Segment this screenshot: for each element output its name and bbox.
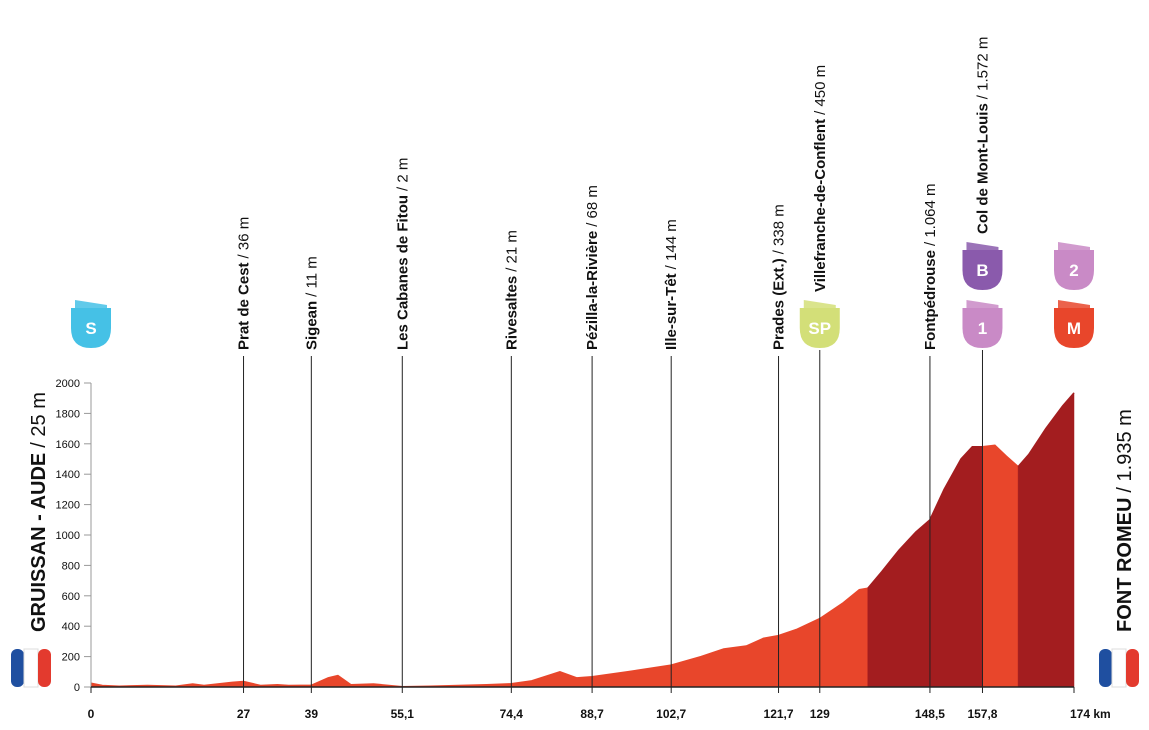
x-tick-label: 102,7 bbox=[656, 707, 686, 721]
waypoint-label: Prat de Cest / 36 m bbox=[236, 217, 253, 350]
y-tick-label: 200 bbox=[62, 652, 80, 664]
badge-tab bbox=[1058, 242, 1090, 250]
area-fill bbox=[982, 445, 1019, 688]
waypoint-elevation: / 338 m bbox=[771, 204, 788, 254]
start-label: GRUISSAN - AUDE / 25 m bbox=[28, 392, 50, 632]
waypoint-name: Les Cabanes de Fitou bbox=[394, 195, 411, 350]
badge-label: B bbox=[976, 261, 988, 280]
y-tick-label: 1000 bbox=[56, 530, 80, 542]
flag-red bbox=[1126, 649, 1139, 687]
waypoint-name: Villefranche-de-Conflent bbox=[812, 119, 829, 292]
badge-label: 1 bbox=[978, 319, 987, 338]
waypoint-name: Fontpédrouse bbox=[922, 250, 939, 350]
waypoint-name: Sigean bbox=[303, 301, 320, 350]
x-tick-label: 157,8 bbox=[967, 707, 997, 721]
waypoint-elevation: / 11 m bbox=[303, 256, 320, 297]
flag-white bbox=[23, 648, 39, 688]
waypoint-name: Rivesaltes bbox=[503, 276, 520, 350]
y-tick-label: 0 bbox=[74, 682, 80, 694]
waypoint-label: Col de Mont-Louis / 1.572 m bbox=[974, 37, 991, 234]
waypoint-label: Sigean / 11 m bbox=[303, 256, 320, 350]
y-tick-label: 1800 bbox=[56, 408, 80, 420]
badge-shape bbox=[799, 308, 840, 348]
badge-label: S bbox=[85, 319, 96, 338]
badge-shape bbox=[1054, 250, 1094, 290]
x-tick-label: 74,4 bbox=[500, 707, 524, 721]
badge: B bbox=[962, 242, 1003, 290]
y-tick-label: 1200 bbox=[56, 500, 80, 512]
badge-shape bbox=[962, 250, 1003, 290]
x-tick-label: 88,7 bbox=[580, 707, 604, 721]
finish-name: FONT ROMEU bbox=[1114, 498, 1136, 632]
flag-start bbox=[11, 648, 51, 688]
x-tick-label: 55,1 bbox=[391, 707, 415, 721]
badge-shape bbox=[71, 308, 111, 348]
y-tick-label: 600 bbox=[62, 591, 80, 603]
y-tick-label: 400 bbox=[62, 621, 80, 633]
waypoint-label: Fontpédrouse / 1.064 m bbox=[922, 183, 939, 350]
waypoint-name: Prades (Ext.) bbox=[771, 258, 788, 350]
y-tick-label: 800 bbox=[62, 560, 80, 572]
waypoint-label: Rivesaltes / 21 m bbox=[503, 230, 520, 350]
waypoint-name: Pézilla-la-Rivière bbox=[584, 231, 601, 350]
waypoint-elevation: / 68 m bbox=[584, 185, 601, 227]
badge: 2 bbox=[1054, 242, 1094, 290]
waypoint-name: Col de Mont-Louis bbox=[974, 103, 991, 234]
waypoint-elevation: / 36 m bbox=[236, 217, 253, 259]
flag-finish bbox=[1099, 648, 1139, 688]
waypoint-elevation: / 21 m bbox=[503, 230, 520, 272]
profile-line bbox=[1017, 392, 1075, 468]
y-tick-label: 1600 bbox=[56, 439, 80, 451]
waypoint-elevation: / 2 m bbox=[394, 158, 411, 191]
badge-shape bbox=[1054, 308, 1094, 348]
flag-red bbox=[38, 649, 51, 687]
flag-blue bbox=[11, 649, 24, 687]
x-tick-label: 148,5 bbox=[915, 707, 945, 721]
waypoint-elevation: / 1.572 m bbox=[974, 37, 991, 100]
area-fill bbox=[90, 587, 869, 688]
waypoint-name: Prat de Cest bbox=[236, 262, 253, 350]
area-fill bbox=[1017, 392, 1075, 688]
waypoint-name: Ille-sur-Têt bbox=[663, 273, 680, 350]
waypoint-label: Prades (Ext.) / 338 m bbox=[771, 204, 788, 350]
finish-elevation: / 1.935 m bbox=[1114, 409, 1136, 492]
profile-line bbox=[90, 587, 868, 688]
x-tick-label: 0 bbox=[88, 707, 95, 721]
start-name: GRUISSAN - AUDE bbox=[28, 453, 50, 632]
waypoint-label: Pézilla-la-Rivière / 68 m bbox=[584, 185, 601, 350]
x-tick-label: 27 bbox=[237, 707, 251, 721]
flag-white bbox=[1111, 648, 1127, 688]
badge: S bbox=[71, 300, 111, 348]
waypoint-label: Ille-sur-Têt / 144 m bbox=[663, 219, 680, 350]
start-elevation: / 25 m bbox=[28, 392, 50, 448]
badge-label: M bbox=[1067, 319, 1081, 338]
badge: 1 bbox=[962, 300, 1003, 348]
y-tick-label: 1400 bbox=[56, 469, 80, 481]
badge: SP bbox=[799, 300, 840, 348]
waypoint-label: Les Cabanes de Fitou / 2 m bbox=[394, 158, 411, 350]
waypoint-elevation: / 1.064 m bbox=[922, 183, 939, 246]
badge-label: 2 bbox=[1069, 261, 1078, 280]
badge-tab bbox=[1058, 300, 1090, 308]
x-tick-label: 174 km bbox=[1070, 707, 1111, 721]
badge-tab bbox=[803, 300, 836, 308]
badge-label: SP bbox=[808, 319, 831, 338]
y-tick-label: 2000 bbox=[56, 378, 80, 390]
profile-line bbox=[982, 444, 1019, 468]
x-tick-label: 129 bbox=[810, 707, 830, 721]
badge-tab bbox=[966, 242, 999, 250]
flag-blue bbox=[1099, 649, 1112, 687]
badge-tab bbox=[966, 300, 999, 308]
waypoint-elevation: / 144 m bbox=[663, 219, 680, 269]
badge: M bbox=[1054, 300, 1094, 348]
waypoint-elevation: / 450 m bbox=[812, 65, 829, 115]
waypoint-label: Villefranche-de-Conflent / 450 m bbox=[812, 65, 829, 292]
x-tick-label: 39 bbox=[305, 707, 319, 721]
badge-shape bbox=[962, 308, 1003, 348]
finish-label: FONT ROMEU / 1.935 m bbox=[1114, 409, 1136, 632]
badge-tab bbox=[75, 300, 107, 308]
x-tick-label: 121,7 bbox=[764, 707, 794, 721]
